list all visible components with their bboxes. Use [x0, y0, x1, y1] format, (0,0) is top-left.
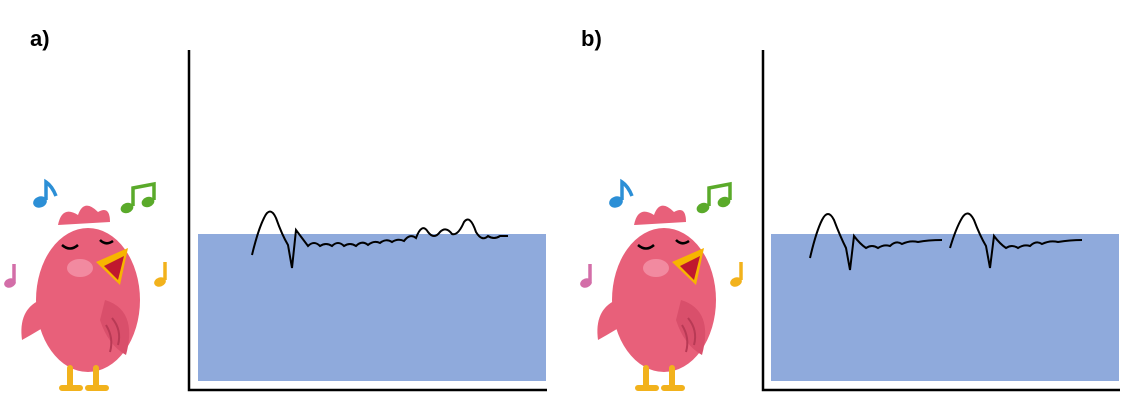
sound-wave-trace-2 — [949, 212, 1083, 269]
sound-wave-trace — [251, 210, 508, 269]
panel-label-b: b) — [581, 26, 602, 51]
tank-walls — [187, 50, 547, 392]
water-tank — [198, 234, 546, 381]
sound-wave-trace-1 — [809, 213, 943, 271]
panel-b — [577, 50, 1120, 392]
singing-bird-icon — [597, 206, 716, 388]
singing-bird-icon — [21, 206, 140, 388]
panel-label-a: a) — [30, 26, 50, 51]
panel-a — [1, 50, 547, 392]
tank-walls — [761, 50, 1120, 392]
water-tank — [771, 234, 1119, 381]
